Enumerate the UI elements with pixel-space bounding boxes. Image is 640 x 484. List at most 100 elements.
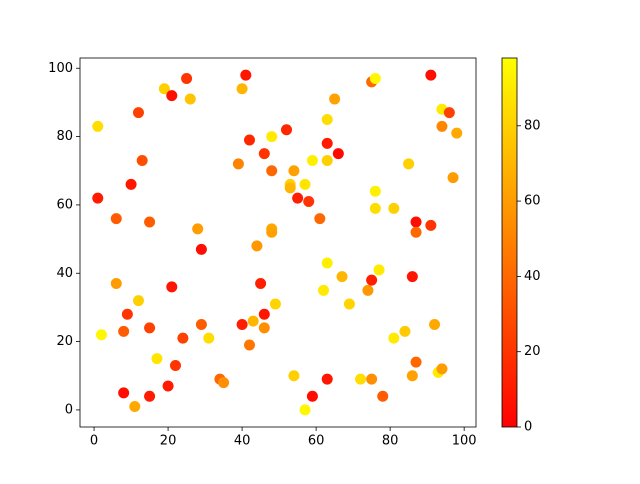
scatter-point: [232, 158, 244, 170]
scatter-point: [332, 148, 344, 160]
x-tick-label: 20: [160, 434, 177, 449]
scatter-point: [406, 370, 418, 382]
scatter-point: [144, 322, 156, 334]
scatter-point: [192, 223, 204, 235]
y-tick-label: 40: [56, 266, 73, 281]
scatter-point: [436, 363, 448, 375]
scatter-point: [292, 192, 304, 204]
scatter-point: [158, 83, 170, 95]
scatter-point: [366, 274, 378, 286]
scatter-point: [236, 319, 248, 330]
scatter-point: [236, 83, 248, 95]
colorbar-tick-label: 0: [524, 420, 532, 435]
scatter-point: [366, 373, 378, 385]
scatter-point: [203, 332, 215, 344]
plot-frame: [79, 57, 477, 428]
scatter-point: [266, 165, 278, 177]
scatter-point: [258, 148, 270, 160]
scatter-point: [284, 182, 296, 194]
scatter-point: [299, 404, 311, 416]
scatter-point: [258, 322, 270, 334]
scatter-point: [151, 353, 163, 365]
scatter-point: [184, 93, 196, 105]
scatter-point: [436, 120, 448, 132]
scatter-point: [269, 298, 281, 310]
scatter-point: [166, 90, 178, 102]
scatter-point: [110, 278, 122, 289]
scatter-point: [144, 216, 156, 228]
scatter-point: [118, 325, 130, 337]
scatter-point: [306, 390, 318, 402]
scatter-point: [92, 192, 104, 204]
scatter-point: [306, 155, 318, 166]
scatter-point: [129, 401, 141, 412]
scatter-point: [110, 213, 122, 225]
scatter-point: [425, 69, 437, 81]
scatter-point: [406, 271, 418, 283]
scatter-point: [92, 120, 104, 132]
y-tick-label: 0: [65, 402, 73, 417]
colorbar-tick-label: 20: [524, 344, 541, 359]
scatter-point: [218, 377, 230, 389]
scatter-point: [288, 370, 300, 382]
scatter-point: [166, 281, 178, 293]
y-tick-label: 20: [56, 334, 73, 349]
x-tick-label: 80: [382, 434, 399, 449]
scatter-point: [403, 158, 415, 170]
scatter-point: [95, 329, 107, 341]
scatter-point: [251, 240, 263, 252]
x-tick-label: 0: [90, 434, 98, 449]
scatter-point: [118, 387, 130, 399]
colorbar-tick-label: 80: [524, 118, 541, 133]
scatter-point: [169, 360, 181, 371]
scatter-point: [447, 172, 459, 184]
y-tick-label: 80: [56, 129, 73, 144]
scatter-point: [410, 356, 422, 368]
scatter-point: [244, 134, 256, 146]
scatter-point: [451, 127, 463, 139]
y-tick-label: 100: [48, 61, 73, 76]
scatter-point: [121, 308, 133, 320]
x-tick-label: 40: [234, 434, 251, 449]
scatter-point: [195, 319, 207, 330]
scatter-point: [177, 332, 189, 344]
colorbar: [501, 57, 518, 428]
scatter-point: [321, 137, 333, 149]
scatter-point: [336, 271, 348, 283]
scatter-point: [244, 339, 256, 351]
scatter-point: [240, 69, 252, 81]
colorbar-tick-label: 40: [524, 269, 541, 284]
scatter-point: [321, 373, 333, 385]
scatter-point: [355, 373, 367, 385]
scatter-point: [299, 178, 311, 190]
scatter-point: [362, 284, 374, 296]
scatter-point: [373, 264, 385, 276]
scatter-point: [410, 226, 422, 238]
scatter-point: [425, 219, 437, 231]
scatter-point: [429, 319, 441, 330]
colorbar-tick-label: 60: [524, 194, 541, 209]
scatter-point: [288, 165, 300, 177]
scatter-point: [132, 107, 144, 119]
scatter-point: [388, 332, 400, 344]
scatter-point: [266, 226, 278, 238]
scatter-point: [321, 257, 333, 269]
scatter-point: [343, 298, 355, 310]
scatter-point: [314, 213, 326, 225]
scatter-point: [329, 93, 341, 105]
scatter-point: [321, 155, 333, 166]
scatter-point: [181, 73, 193, 84]
scatter-point: [255, 278, 267, 289]
scatter-point: [281, 124, 293, 136]
scatter-point: [136, 155, 148, 166]
scatter-point: [162, 380, 174, 392]
scatter-point: [321, 114, 333, 125]
scatter-point: [388, 202, 400, 214]
scatter-point: [443, 107, 455, 119]
scatter-point: [132, 295, 144, 307]
scatter-point: [369, 202, 381, 214]
scatter-point: [399, 325, 411, 337]
scatter-point: [125, 178, 137, 190]
scatter-point: [318, 284, 330, 296]
